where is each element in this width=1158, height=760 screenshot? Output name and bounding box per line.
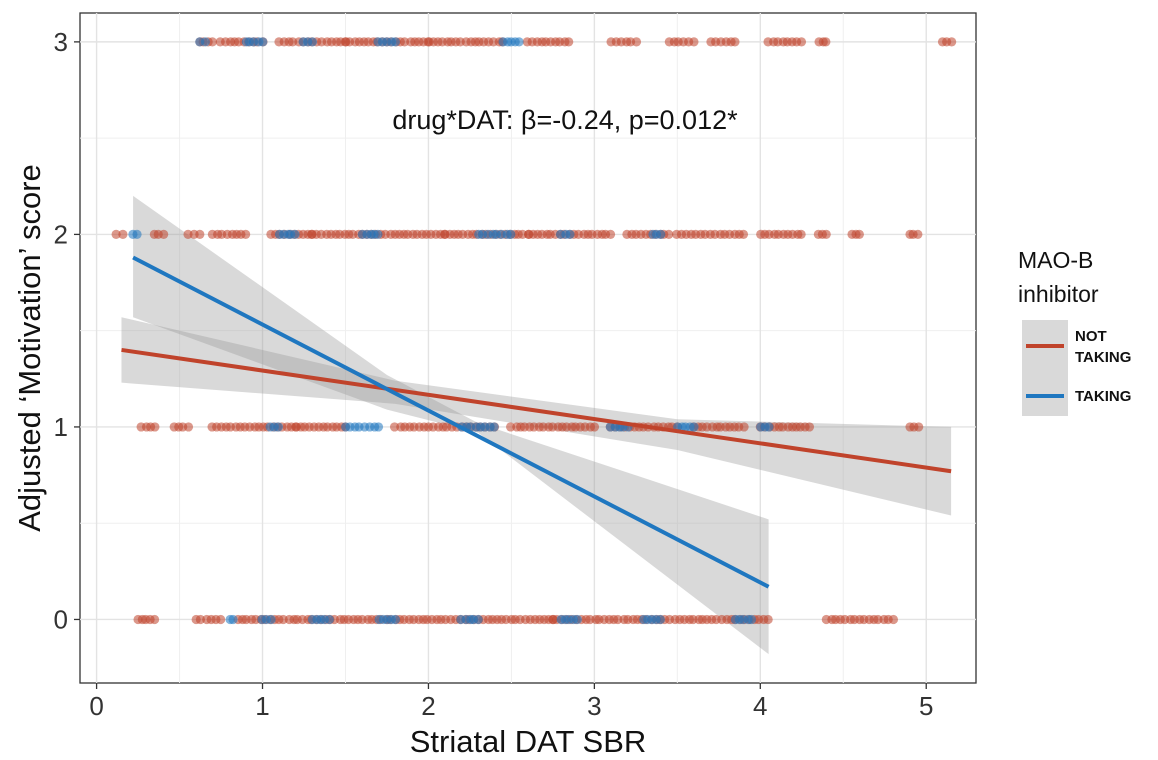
x-axis-title: Striatal DAT SBR — [410, 724, 647, 759]
point-taking — [390, 614, 401, 625]
annotation: drug*DAT: β=-0.24, p=0.012* — [392, 105, 738, 135]
point-not-taking — [947, 37, 957, 47]
point-not-taking — [804, 422, 815, 432]
point-not-taking — [195, 229, 205, 240]
legend-label-taking: TAKING — [1075, 388, 1131, 405]
point-not-taking — [821, 229, 831, 240]
tick-labels: 0 1 2 3 4 5 0 1 2 3 — [54, 27, 934, 721]
fit-line-not-taking — [121, 347, 952, 474]
x-tick-label: 0 — [89, 691, 103, 721]
point-taking — [506, 229, 516, 240]
y-tick-label: 2 — [54, 219, 68, 249]
point-taking — [746, 614, 757, 625]
point-taking — [764, 422, 774, 432]
point-taking — [228, 614, 238, 625]
point-taking — [290, 229, 300, 240]
legend: MAO-B inhibitor NOT TAKING TAKING — [1018, 247, 1131, 416]
point-not-taking — [111, 229, 121, 240]
point-not-taking — [730, 37, 740, 47]
point-taking — [324, 614, 335, 625]
point-not-taking — [914, 422, 924, 432]
point-not-taking — [689, 37, 699, 47]
point-not-taking — [854, 229, 864, 240]
point-not-taking — [739, 422, 749, 432]
fit-lines — [121, 255, 952, 589]
legend-title-line-1: MAO-B — [1018, 247, 1093, 273]
x-tick-label: 2 — [421, 691, 435, 721]
y-axis-title: Adjusted ‘Motivation’ score — [12, 164, 47, 532]
point-not-taking — [216, 614, 226, 625]
point-not-taking — [888, 614, 899, 625]
point-taking — [489, 422, 499, 432]
point-taking — [390, 37, 400, 47]
point-taking — [373, 229, 383, 240]
point-not-taking — [738, 229, 749, 240]
point-not-taking — [664, 229, 674, 240]
y-tick-label: 1 — [54, 412, 68, 442]
point-not-taking — [150, 422, 160, 432]
y-tick-label: 3 — [54, 27, 68, 57]
point-taking — [307, 37, 318, 47]
y-tick-label: 0 — [54, 604, 68, 634]
point-not-taking — [631, 37, 642, 47]
point-not-taking — [913, 229, 923, 240]
plot-panel — [79, 12, 977, 684]
ci-band-not-taking — [121, 317, 952, 516]
point-taking — [273, 422, 284, 432]
point-not-taking — [183, 422, 194, 432]
point-not-taking — [796, 37, 807, 47]
x-tick-label: 5 — [919, 691, 933, 721]
fit-line-taking — [132, 255, 770, 589]
point-not-taking — [149, 614, 160, 625]
point-taking — [656, 229, 666, 240]
point-taking — [132, 229, 142, 240]
point-taking — [572, 614, 582, 625]
point-not-taking — [821, 37, 831, 47]
point-taking — [565, 229, 575, 240]
x-tick-label: 1 — [255, 691, 269, 721]
point-taking — [258, 37, 268, 47]
legend-label-not-taking-line-1: NOT — [1075, 328, 1107, 345]
point-not-taking — [796, 229, 806, 240]
point-not-taking — [241, 229, 251, 240]
point-taking — [266, 614, 276, 625]
legend-label-not-taking-line-2: TAKING — [1075, 349, 1131, 366]
point-not-taking — [589, 422, 600, 432]
point-taking — [514, 37, 524, 47]
point-not-taking — [159, 229, 169, 240]
x-tick-label: 3 — [587, 691, 601, 721]
point-taking — [373, 422, 384, 432]
point-taking — [655, 614, 665, 625]
point-not-taking — [207, 37, 217, 47]
point-taking — [689, 422, 699, 432]
legend-title-line-2: inhibitor — [1018, 281, 1099, 307]
point-not-taking — [118, 229, 128, 240]
point-taking — [200, 37, 211, 47]
point-not-taking — [605, 229, 616, 240]
point-not-taking — [763, 614, 773, 625]
point-taking — [473, 614, 483, 625]
point-not-taking — [195, 614, 206, 625]
point-not-taking — [564, 37, 574, 47]
x-tick-label: 4 — [753, 691, 767, 721]
